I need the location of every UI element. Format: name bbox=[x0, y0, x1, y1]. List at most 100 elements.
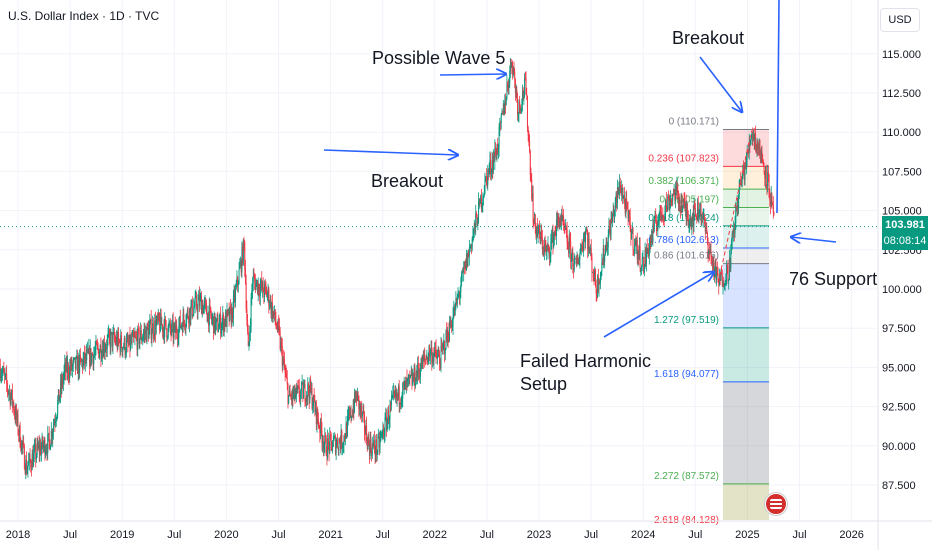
candle-body bbox=[162, 327, 164, 333]
candle-body bbox=[410, 373, 412, 376]
candle-body bbox=[259, 292, 261, 297]
candle-body bbox=[166, 328, 168, 338]
candle-body bbox=[480, 195, 482, 204]
candle-body bbox=[514, 71, 516, 80]
candle-body bbox=[135, 336, 137, 338]
candle-body bbox=[229, 306, 231, 321]
candle-body bbox=[19, 425, 21, 447]
candle-body bbox=[536, 227, 538, 237]
candle-body bbox=[12, 402, 14, 405]
candle-body bbox=[152, 323, 154, 334]
candle-body bbox=[738, 180, 740, 195]
candle-body bbox=[42, 437, 44, 448]
candle-body bbox=[298, 386, 300, 398]
candle-body bbox=[340, 431, 342, 449]
candle-body bbox=[167, 337, 169, 338]
candle-body bbox=[659, 205, 661, 214]
candle-body bbox=[558, 221, 560, 228]
candle-body bbox=[393, 391, 395, 393]
candle-body bbox=[542, 247, 544, 250]
candle-body bbox=[741, 176, 743, 187]
candle-body bbox=[640, 268, 642, 270]
candle-body bbox=[429, 351, 431, 357]
candle-body bbox=[679, 198, 681, 207]
candle-body bbox=[734, 223, 736, 233]
candle-body bbox=[38, 444, 40, 448]
candle-body bbox=[6, 373, 8, 384]
candle-body bbox=[770, 194, 772, 206]
candle-body bbox=[291, 396, 293, 401]
candle-body bbox=[311, 388, 313, 409]
candle-body bbox=[186, 314, 188, 324]
candle-body bbox=[276, 328, 278, 331]
candle-body bbox=[145, 329, 147, 343]
candle-body bbox=[735, 206, 737, 224]
candle-body bbox=[359, 402, 361, 412]
candle-body bbox=[495, 147, 497, 155]
candle-body bbox=[754, 133, 756, 141]
candle-body bbox=[142, 334, 144, 338]
candle-body bbox=[288, 395, 290, 404]
candle-body bbox=[635, 240, 637, 246]
candle-body bbox=[482, 197, 484, 205]
candle-body bbox=[60, 381, 62, 389]
candle-body bbox=[127, 338, 129, 344]
candle-body bbox=[180, 325, 182, 328]
candle-body bbox=[183, 313, 185, 321]
candle-body bbox=[263, 292, 265, 297]
fib-zone bbox=[723, 189, 769, 208]
candle-body bbox=[356, 391, 358, 401]
currency-button[interactable]: USD bbox=[880, 8, 920, 32]
candle-body bbox=[723, 284, 725, 288]
candle-body bbox=[361, 405, 363, 416]
candle-body bbox=[76, 355, 78, 358]
candle-body bbox=[479, 199, 481, 204]
candle-body bbox=[81, 360, 83, 369]
candle-body bbox=[218, 329, 220, 332]
candle-body bbox=[351, 416, 353, 419]
candle-body bbox=[503, 103, 505, 114]
candle-body bbox=[772, 201, 774, 205]
candle-body bbox=[638, 246, 640, 256]
candle-body bbox=[628, 210, 630, 219]
candle-body bbox=[101, 357, 103, 359]
candle-body bbox=[497, 148, 499, 152]
candle-body bbox=[155, 322, 157, 334]
candle-body bbox=[755, 133, 757, 147]
candle-body bbox=[118, 332, 120, 341]
candle-body bbox=[421, 358, 423, 369]
candle-body bbox=[300, 391, 302, 399]
candle-body bbox=[475, 213, 477, 228]
candle-body bbox=[138, 328, 140, 345]
candle-body bbox=[638, 251, 640, 256]
y-tick-label: 105.000 bbox=[882, 206, 922, 218]
candle-body bbox=[370, 439, 372, 451]
candle-body bbox=[528, 135, 530, 141]
candle-body bbox=[368, 443, 370, 457]
x-tick-label: Jul bbox=[792, 529, 806, 541]
candle-body bbox=[176, 333, 178, 339]
candle-body bbox=[249, 327, 251, 333]
candle-body bbox=[709, 250, 711, 253]
candle-body bbox=[665, 200, 667, 208]
candle-body bbox=[396, 393, 398, 399]
candle-body bbox=[150, 319, 152, 339]
candle-body bbox=[306, 395, 308, 397]
arrow-breakout-mid bbox=[323, 150, 458, 155]
candle-body bbox=[258, 283, 260, 293]
candle-body bbox=[703, 215, 705, 217]
candle-body bbox=[332, 439, 334, 447]
candle-body bbox=[446, 330, 448, 341]
candle-body bbox=[517, 97, 519, 115]
candle-body bbox=[519, 106, 521, 111]
candle-body bbox=[82, 359, 84, 369]
us-flag-icon[interactable] bbox=[765, 493, 787, 515]
candle-body bbox=[13, 402, 15, 412]
candle-body bbox=[102, 348, 104, 357]
arrow-failed-harmonic bbox=[603, 272, 714, 338]
candle-body bbox=[664, 212, 666, 218]
candle-body bbox=[319, 427, 321, 434]
candle-body bbox=[441, 346, 443, 348]
